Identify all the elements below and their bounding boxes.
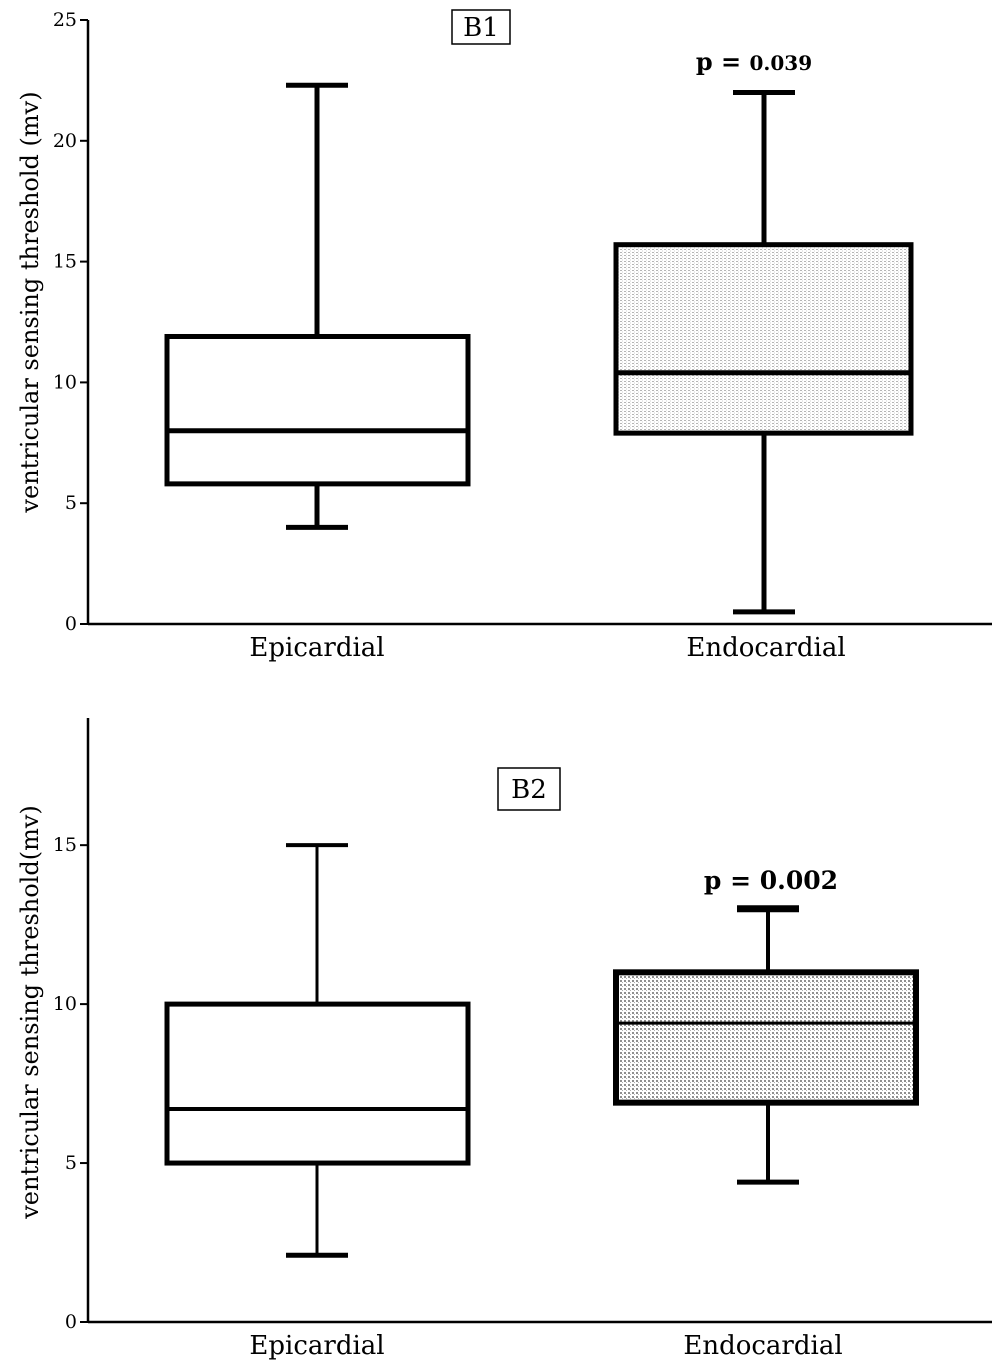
iqr-box-b2-epicardial bbox=[164, 1001, 471, 1166]
p-value-value-b1: 0.039 bbox=[749, 51, 812, 75]
y-tick-label-b1-0: 0 bbox=[65, 613, 77, 635]
p-value-value-b2: 0.002 bbox=[760, 866, 838, 895]
x-category-label-b1-endocardial: Endocardial bbox=[686, 633, 845, 663]
p-value-annotation-b1: p = 0.039 bbox=[696, 47, 812, 76]
iqr-box-b2-endocardial bbox=[613, 969, 919, 1106]
box-b1-endocardial bbox=[613, 89, 914, 615]
y-tick-label-b1-4: 20 bbox=[53, 130, 77, 152]
panel-label-text-b1: B1 bbox=[463, 13, 499, 43]
y-axis-label-b1: ventricular sensing threshold (mv) bbox=[16, 91, 44, 513]
panel-label-b1: B1 bbox=[451, 9, 511, 45]
panel-label-text-b2: B2 bbox=[511, 775, 547, 805]
chart-panel-b2: 0 5 10 15 ventricular sensing threshold(… bbox=[16, 718, 992, 1361]
panel-label-box-b2 bbox=[497, 767, 561, 811]
p-value-annotation-b2: p = 0.002 bbox=[704, 866, 838, 895]
y-tick-label-b1-2: 10 bbox=[53, 371, 77, 393]
y-ticks-b2 bbox=[80, 844, 88, 1323]
y-tick-label-b1-5: 25 bbox=[53, 9, 77, 31]
x-category-label-b1-epicardial: Epicardial bbox=[249, 633, 384, 663]
y-tick-label-b2-1: 5 bbox=[65, 1152, 77, 1174]
x-category-label-b2-epicardial: Epicardial bbox=[249, 1331, 384, 1361]
box-b2-epicardial bbox=[164, 843, 471, 1258]
chart-panel-b1: 0 5 10 15 20 25 ventricular sensing thre… bbox=[16, 9, 992, 663]
y-tick-labels-b1: 0 5 10 15 20 25 bbox=[53, 9, 77, 635]
x-category-label-b2-endocardial: Endocardial bbox=[683, 1331, 842, 1361]
y-tick-label-b2-2: 10 bbox=[53, 993, 77, 1015]
y-axis-label-b2: ventricular sensing threshold(mv) bbox=[16, 805, 44, 1220]
panel-label-b2: B2 bbox=[497, 767, 561, 811]
p-value-prefix-b2: p = bbox=[704, 866, 760, 895]
y-tick-labels-b2: 0 5 10 15 bbox=[53, 834, 77, 1333]
iqr-box-b1-endocardial bbox=[613, 242, 914, 436]
box-b2-endocardial bbox=[613, 905, 919, 1185]
y-tick-label-b2-3: 15 bbox=[53, 834, 77, 856]
y-tick-label-b1-1: 5 bbox=[65, 492, 77, 514]
p-value-prefix-b1: p = bbox=[696, 47, 750, 76]
panel-label-box-b1 bbox=[451, 9, 511, 45]
y-ticks-b1 bbox=[80, 19, 88, 625]
y-tick-label-b1-3: 15 bbox=[53, 251, 77, 273]
iqr-box-b1-epicardial bbox=[164, 333, 471, 487]
y-tick-label-b2-0: 0 bbox=[65, 1311, 77, 1333]
box-b1-epicardial bbox=[164, 82, 471, 530]
